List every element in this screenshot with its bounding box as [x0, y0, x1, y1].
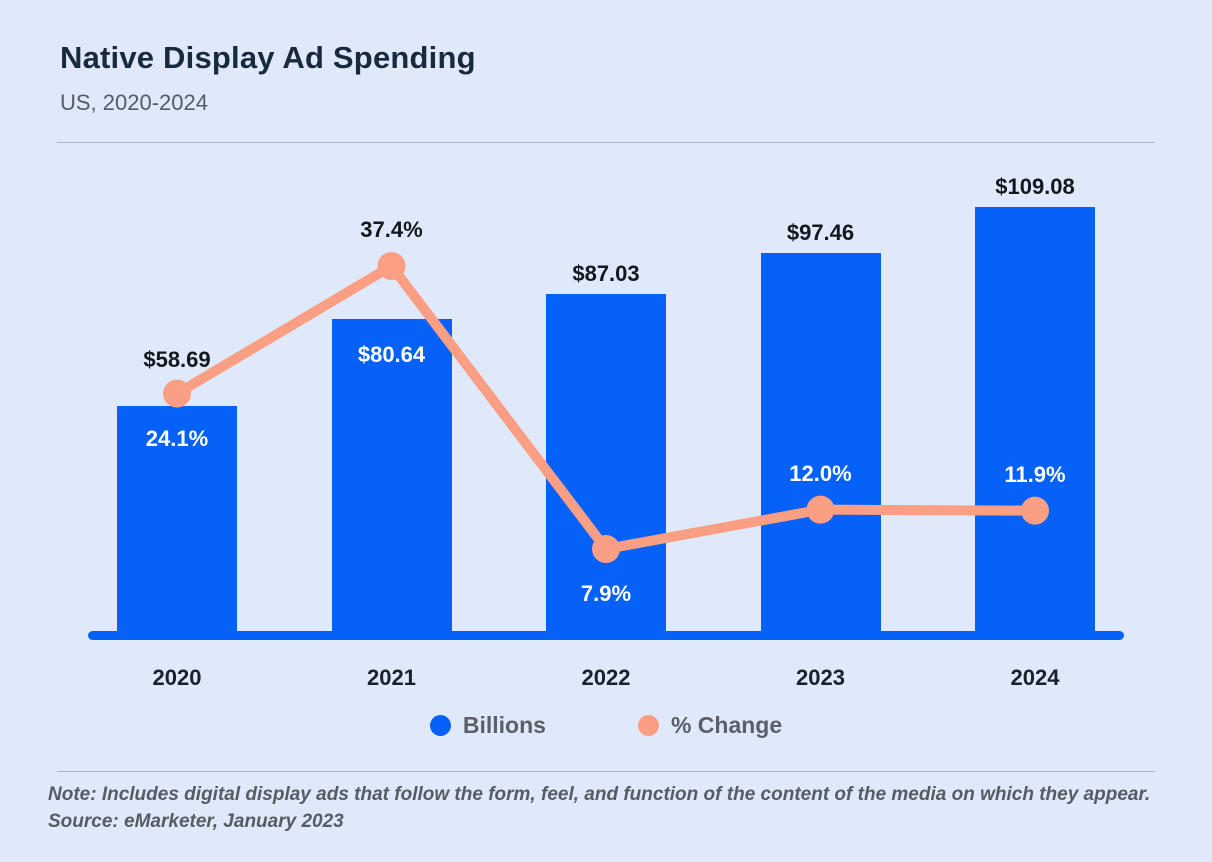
x-tick-2024: 2024 [1010, 665, 1060, 690]
pct-change-swatch-icon [637, 715, 659, 736]
pct-change-label-2023: 12.0% [789, 460, 852, 486]
bar-2024 [975, 207, 1095, 638]
bar-value-label-2022: $87.03 [572, 261, 640, 287]
chart-title: Native Display Ad Spending [60, 40, 476, 75]
x-tick-2020: 2020 [152, 665, 202, 690]
bar-value-label-2024: $109.08 [995, 174, 1075, 200]
legend-label-billions: Billions [462, 712, 546, 738]
pct-change-label-2020: 24.1% [145, 425, 209, 451]
legend-item-pct-change: % Change [637, 712, 783, 739]
legend-label-pct-change: % Change [670, 712, 783, 738]
legend: Billions % Change [0, 712, 1212, 739]
bar-value-label-2021: $80.64 [357, 342, 426, 368]
pct-change-label-2022: 7.9% [580, 581, 632, 606]
chart-note: Note: Includes digital display ads that … [48, 784, 1151, 805]
footer-divider [57, 771, 1155, 772]
chart-subtitle: US, 2020-2024 [60, 90, 208, 115]
bar-2023 [760, 253, 881, 638]
bar-value-label-2023: $97.46 [786, 220, 855, 246]
pct-change-point-2020 [163, 379, 191, 408]
x-tick-2022: 2022 [581, 665, 631, 690]
pct-change-label-2021: 37.4% [360, 217, 423, 243]
billions-swatch-icon [429, 715, 451, 736]
x-tick-2021: 2021 [367, 665, 416, 690]
pct-change-label-2024: 11.9% [1004, 461, 1066, 487]
pct-change-point-2021 [377, 252, 406, 281]
x-tick-2023: 2023 [796, 665, 845, 690]
header-divider [57, 142, 1155, 143]
legend-item-billions: Billions [429, 712, 546, 739]
chart-source: Source: eMarketer, January 2023 [48, 811, 344, 832]
x-axis-baseline [88, 631, 1124, 640]
bar-value-label-2020: $58.69 [143, 346, 211, 372]
